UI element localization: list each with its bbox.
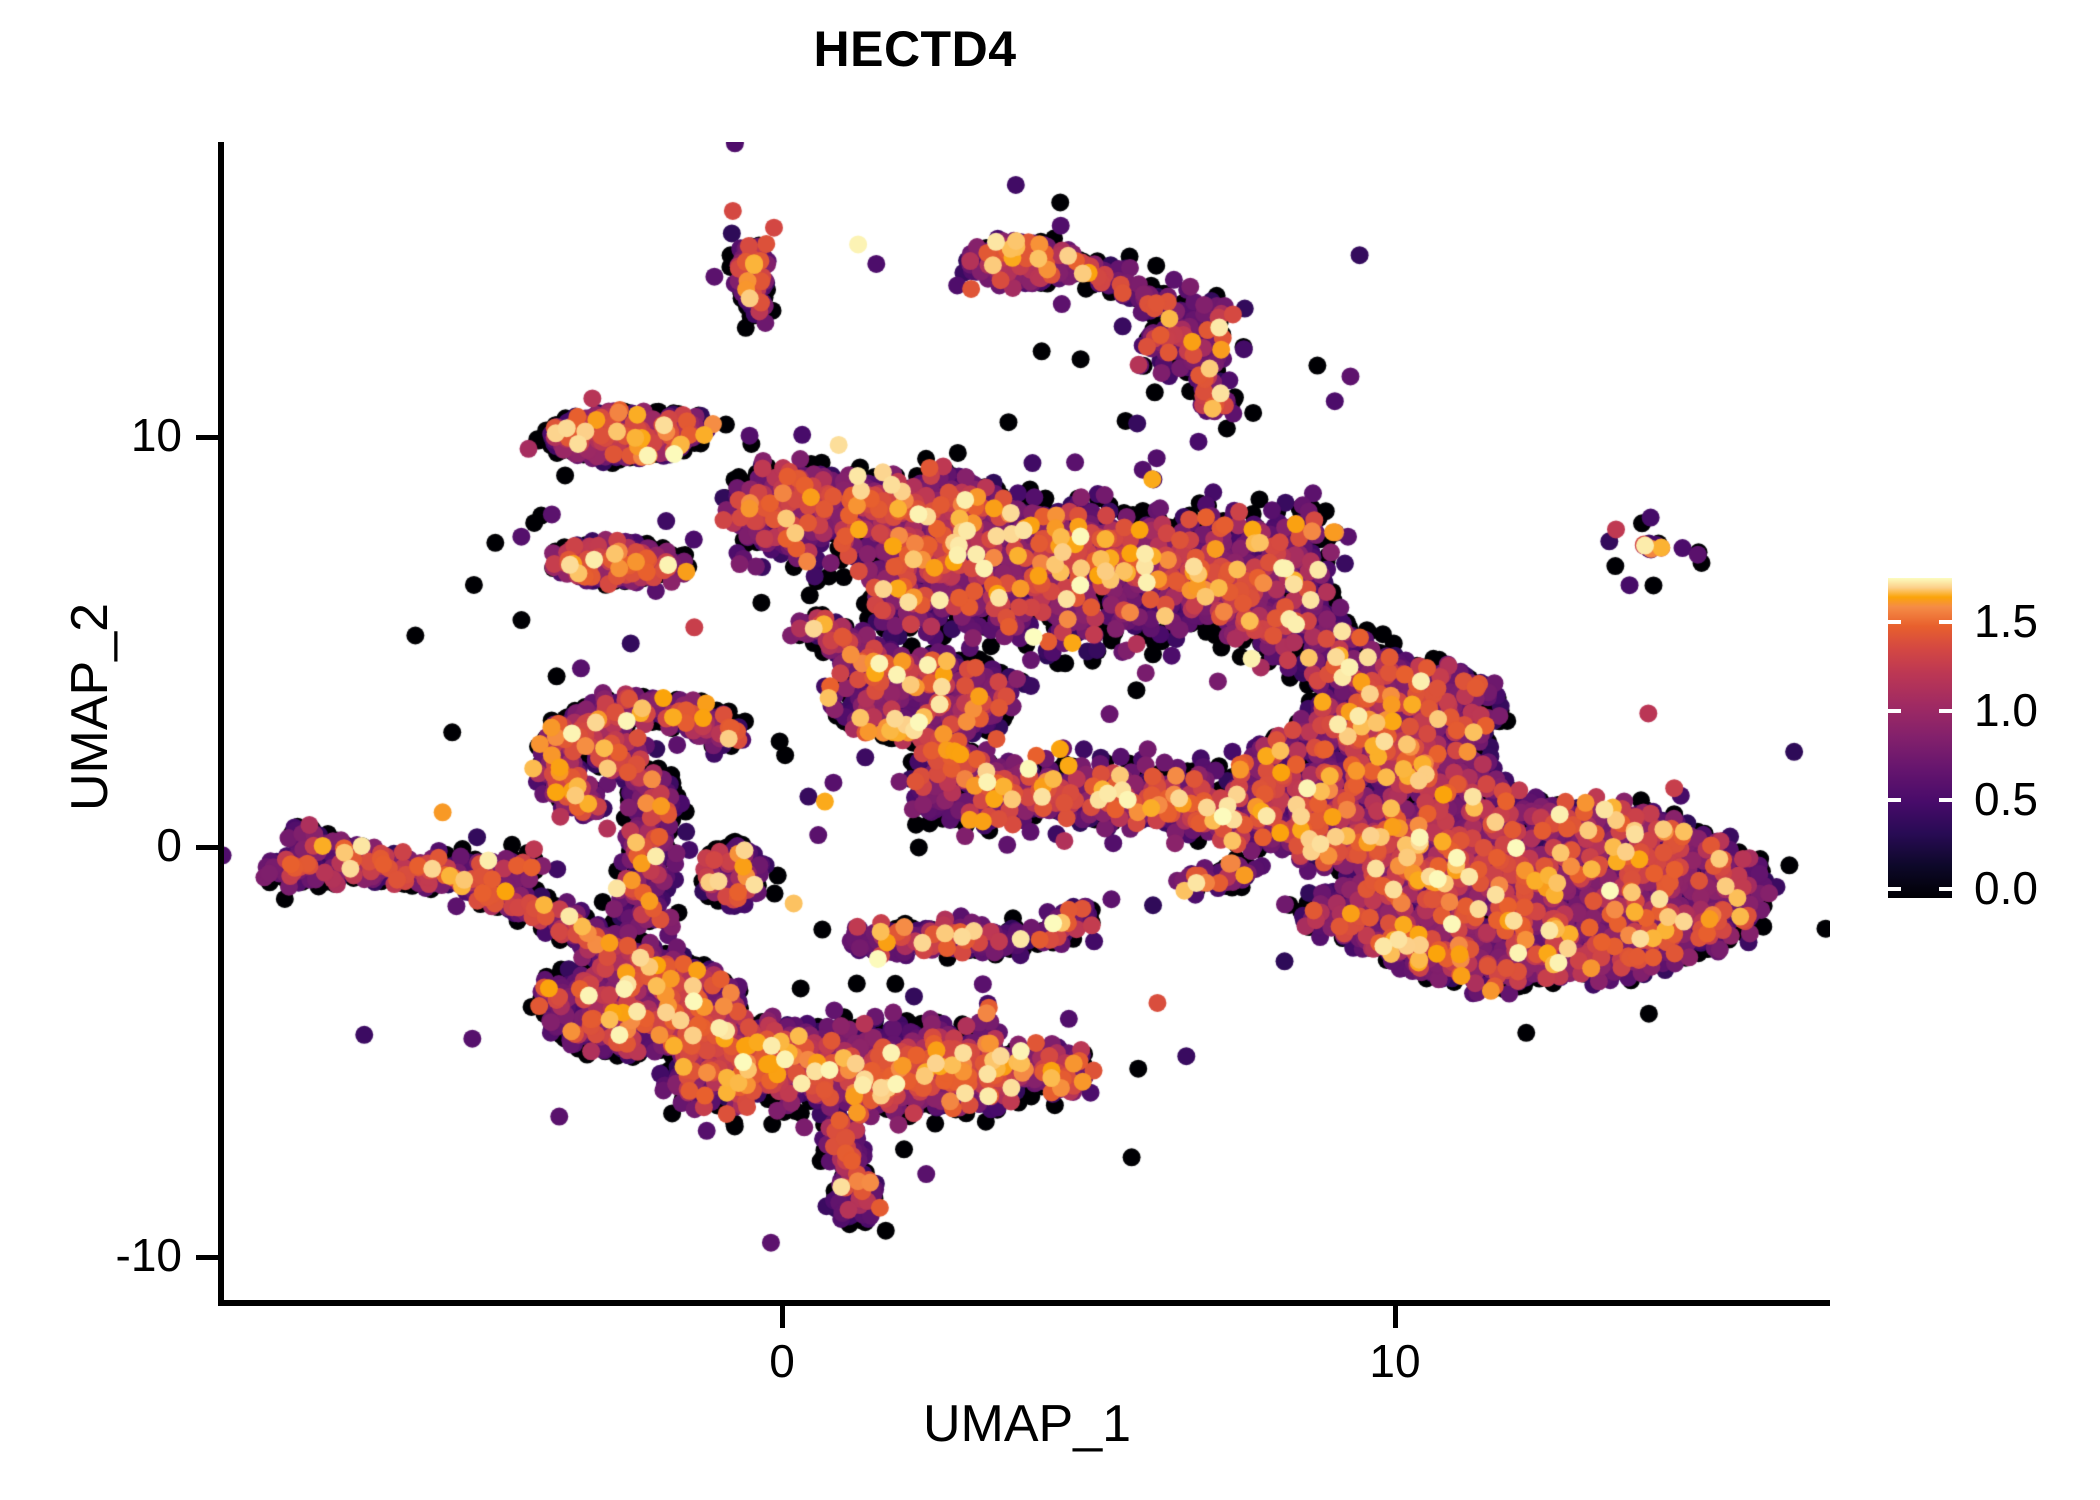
colorbar-label-1.0: 1.0 [1974, 684, 2038, 736]
y-axis-ticklabel-neg10: -10 [115, 1229, 182, 1281]
colorbar-tick-1.0-left [1888, 709, 1901, 713]
y-axis-ticklabel-0: 0 [156, 819, 182, 871]
colorbar-tick-0.0-left [1888, 887, 1901, 891]
y-axis-tick-neg10 [196, 1255, 218, 1260]
page-title: HECTD4 [813, 21, 1017, 77]
colorbar-label-1.5: 1.5 [1974, 595, 2038, 647]
y-axis-tick-10 [196, 435, 218, 440]
x-axis-tick-10 [1393, 1306, 1398, 1328]
x-axis-ticklabel-10: 10 [1369, 1335, 1421, 1387]
colorbar-label-0.0: 0.0 [1974, 862, 2038, 914]
colorbar-tick-1.0-right [1939, 709, 1952, 713]
color-legend: 1.5 1.0 0.5 0.0 [1888, 578, 2078, 911]
colorbar-tick-1.5-right [1939, 620, 1952, 624]
y-axis-ticklabel-10: 10 [130, 409, 182, 461]
colorbar-tick-0.5-left [1888, 798, 1901, 802]
x-axis-line [218, 1300, 1830, 1306]
x-axis-label: UMAP_1 [922, 1395, 1132, 1453]
colorbar-gradient [1888, 578, 1952, 898]
x-axis-ticklabel-0: 0 [769, 1335, 795, 1387]
y-axis-label: UMAP_2 [61, 602, 119, 812]
y-axis-line [218, 142, 224, 1306]
y-axis-tick-0 [196, 845, 218, 850]
colorbar-label-0.5: 0.5 [1974, 773, 2038, 825]
colorbar-tick-1.5-left [1888, 620, 1901, 624]
colorbar-tick-0.0-right [1939, 887, 1952, 891]
scatter-plot-canvas [224, 142, 1830, 1300]
x-axis-tick-0 [780, 1306, 785, 1328]
colorbar-tick-0.5-right [1939, 798, 1952, 802]
plot-panel [224, 142, 1830, 1300]
